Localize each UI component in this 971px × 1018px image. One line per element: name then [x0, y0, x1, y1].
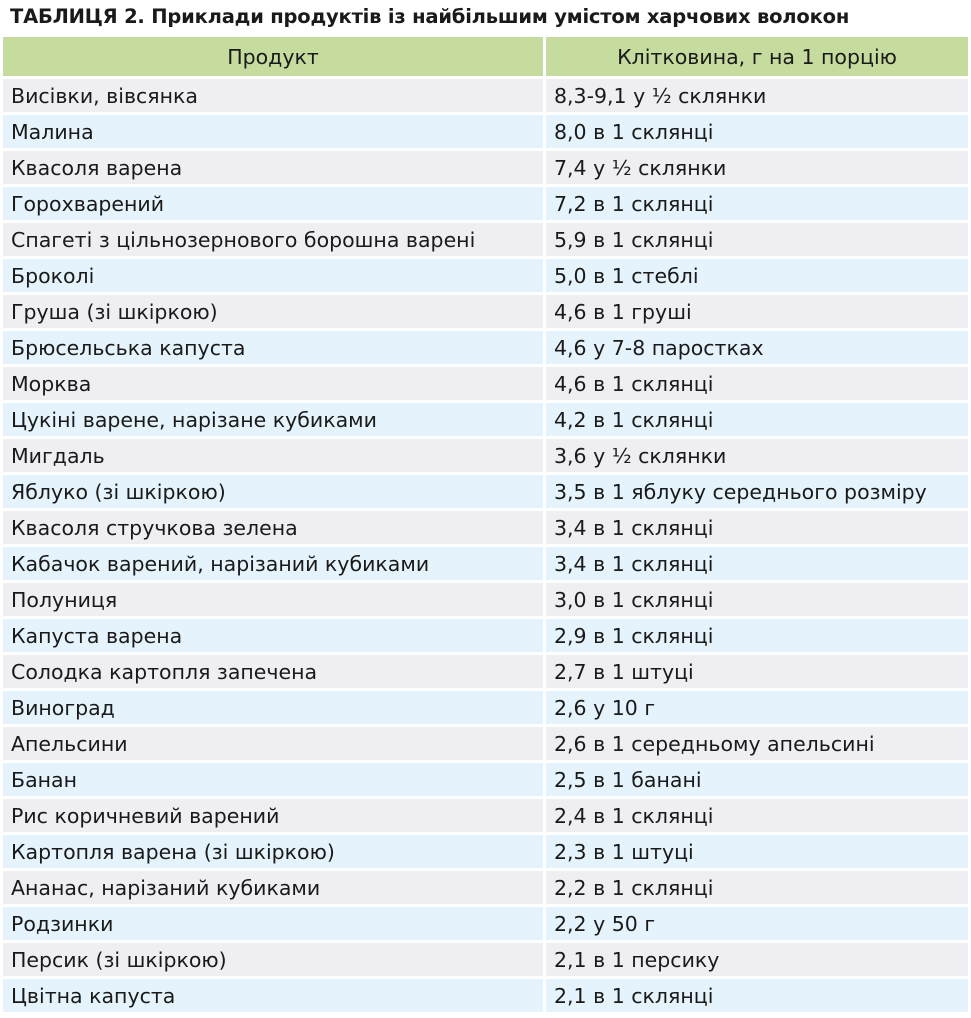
fiber-cell: 3,0 в 1 склянці — [546, 583, 968, 616]
table-row: Банан 2,5 в 1 банані — [3, 763, 968, 796]
fiber-cell: 8,3-9,1 у ½ склянки — [546, 79, 968, 112]
table-row: Рис коричневий варений 2,4 в 1 склянці — [3, 799, 968, 832]
fiber-cell: 4,2 в 1 склянці — [546, 403, 968, 436]
fiber-cell: 2,1 в 1 персику — [546, 943, 968, 976]
table-row: Виноград 2,6 у 10 г — [3, 691, 968, 724]
fiber-cell: 3,4 в 1 склянці — [546, 511, 968, 544]
product-cell: Кабачок варений, нарізаний кубиками — [3, 547, 543, 580]
fiber-cell: 8,0 в 1 склянці — [546, 115, 968, 148]
table-row: Спагеті з цільнозернового борошна варені… — [3, 223, 968, 256]
table-title: ТАБЛИЦЯ 2. Приклади продуктів із найбіль… — [10, 5, 850, 28]
table-row: Цвітна капуста 2,1 в 1 склянці — [3, 979, 968, 1012]
fiber-cell: 2,7 в 1 штуці — [546, 655, 968, 688]
table-row: Висівки, вівсянка 8,3-9,1 у ½ склянки — [3, 79, 968, 112]
fiber-cell: 2,1 в 1 склянці — [546, 979, 968, 1012]
table-row: Полуниця 3,0 в 1 склянці — [3, 583, 968, 616]
table-row: Ананас, нарізаний кубиками 2,2 в 1 склянц… — [3, 871, 968, 904]
product-cell: Квасоля стручкова зелена — [3, 511, 543, 544]
fiber-table: Продукт Клітковина, г на 1 порцію Висівк… — [0, 34, 971, 1015]
fiber-cell: 2,4 в 1 склянці — [546, 799, 968, 832]
product-cell: Спагеті з цільнозернового борошна варені — [3, 223, 543, 256]
product-cell: Квасоля варена — [3, 151, 543, 184]
fiber-cell: 4,6 у 7-8 паростках — [546, 331, 968, 364]
product-cell: Апельсини — [3, 727, 543, 760]
product-cell: Солодка картопля запечена — [3, 655, 543, 688]
fiber-cell: 7,4 у ½ склянки — [546, 151, 968, 184]
product-cell: Груша (зі шкіркою) — [3, 295, 543, 328]
fiber-cell: 2,2 у 50 г — [546, 907, 968, 940]
table-row: Персик (зі шкіркою) 2,1 в 1 персику — [3, 943, 968, 976]
product-cell: Родзинки — [3, 907, 543, 940]
product-cell: Брюсельська капуста — [3, 331, 543, 364]
product-cell: Банан — [3, 763, 543, 796]
fiber-cell: 2,3 в 1 штуці — [546, 835, 968, 868]
fiber-cell: 5,0 в 1 стеблі — [546, 259, 968, 292]
fiber-cell: 7,2 в 1 склянці — [546, 187, 968, 220]
product-cell: Малина — [3, 115, 543, 148]
table-row: Горохварений 7,2 в 1 склянці — [3, 187, 968, 220]
fiber-cell: 2,6 у 10 г — [546, 691, 968, 724]
fiber-cell: 3,4 в 1 склянці — [546, 547, 968, 580]
table-row: Цукіні варене, нарізане кубиками 4,2 в 1 … — [3, 403, 968, 436]
fiber-cell: 4,6 в 1 склянці — [546, 367, 968, 400]
product-cell: Картопля варена (зі шкіркою) — [3, 835, 543, 868]
product-cell: Виноград — [3, 691, 543, 724]
fiber-cell: 3,5 в 1 яблуку середнього розміру — [546, 475, 968, 508]
table-header-row: Продукт Клітковина, г на 1 порцію — [3, 37, 968, 76]
fiber-cell: 2,2 в 1 склянці — [546, 871, 968, 904]
table-row: Квасоля варена 7,4 у ½ склянки — [3, 151, 968, 184]
product-cell: Рис коричневий варений — [3, 799, 543, 832]
table-row: Груша (зі шкіркою) 4,6 в 1 груші — [3, 295, 968, 328]
table-row: Малина 8,0 в 1 склянці — [3, 115, 968, 148]
table-row: Картопля варена (зі шкіркою) 2,3 в 1 штуц… — [3, 835, 968, 868]
product-cell: Цукіні варене, нарізане кубиками — [3, 403, 543, 436]
table-row: Кабачок варений, нарізаний кубиками 3,4 в… — [3, 547, 968, 580]
table-row: Апельсини 2,6 в 1 середньому апельсині — [3, 727, 968, 760]
product-cell: Броколі — [3, 259, 543, 292]
product-cell: Мигдаль — [3, 439, 543, 472]
table-row: Брюсельська капуста 4,6 у 7-8 паростках — [3, 331, 968, 364]
column-header-product: Продукт — [3, 37, 543, 76]
fiber-cell: 2,6 в 1 середньому апельсині — [546, 727, 968, 760]
product-cell: Капуста варена — [3, 619, 543, 652]
table-row: Броколі 5,0 в 1 стеблі — [3, 259, 968, 292]
product-cell: Висівки, вівсянка — [3, 79, 543, 112]
column-header-fiber: Клітковина, г на 1 порцію — [546, 37, 968, 76]
table-row: Мигдаль 3,6 у ½ склянки — [3, 439, 968, 472]
product-cell: Ананас, нарізаний кубиками — [3, 871, 543, 904]
product-cell: Горохварений — [3, 187, 543, 220]
product-cell: Морква — [3, 367, 543, 400]
product-cell: Персик (зі шкіркою) — [3, 943, 543, 976]
product-cell: Цвітна капуста — [3, 979, 543, 1012]
fiber-cell: 4,6 в 1 груші — [546, 295, 968, 328]
fiber-cell: 2,9 в 1 склянці — [546, 619, 968, 652]
product-cell: Полуниця — [3, 583, 543, 616]
table-row: Капуста варена 2,9 в 1 склянці — [3, 619, 968, 652]
table-row: Яблуко (зі шкіркою) 3,5 в 1 яблуку середн… — [3, 475, 968, 508]
table-row: Солодка картопля запечена 2,7 в 1 штуці — [3, 655, 968, 688]
fiber-cell: 3,6 у ½ склянки — [546, 439, 968, 472]
table-row: Морква 4,6 в 1 склянці — [3, 367, 968, 400]
product-cell: Яблуко (зі шкіркою) — [3, 475, 543, 508]
table-row: Родзинки 2,2 у 50 г — [3, 907, 968, 940]
fiber-cell: 5,9 в 1 склянці — [546, 223, 968, 256]
table-row: Квасоля стручкова зелена 3,4 в 1 склянці — [3, 511, 968, 544]
fiber-cell: 2,5 в 1 банані — [546, 763, 968, 796]
